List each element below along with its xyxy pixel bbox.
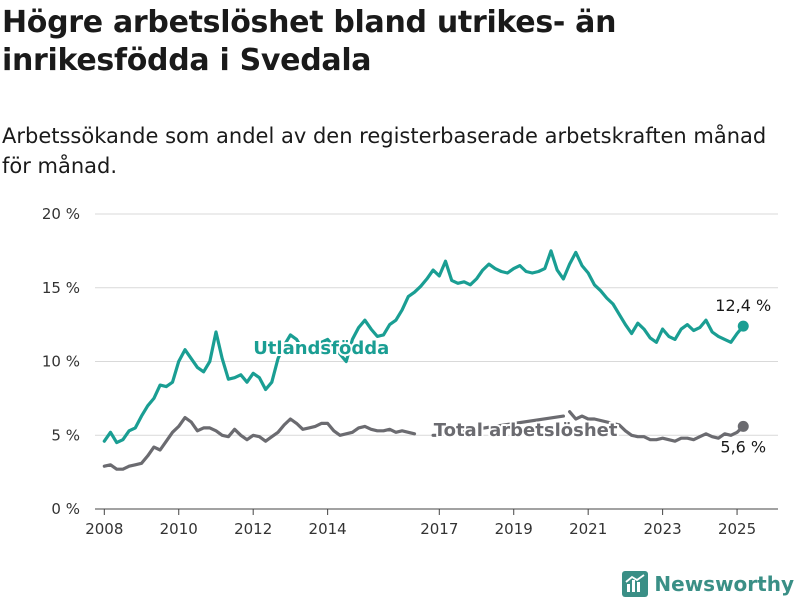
chart-subtitle: Arbetssökande som andel av den registerb… bbox=[2, 124, 767, 178]
line-chart: 0 % 5 % 10 % 15 % 20 % 2008 2010 2012 2014 2017 20… bbox=[42, 205, 778, 538]
y-tick-label: 20 % bbox=[42, 205, 80, 223]
y-tick-label: 15 % bbox=[42, 279, 80, 297]
series-label-utlandsfodda: Utlandsfödda bbox=[253, 338, 389, 359]
chart-title: Högre arbetslöshet bland utrikes- än inr… bbox=[2, 5, 617, 78]
brand-name: Newsworthy bbox=[654, 572, 794, 596]
utlandsfodda-series-line bbox=[102, 249, 745, 445]
y-tick-label: 0 % bbox=[51, 500, 80, 518]
y-tick-label: 10 % bbox=[42, 353, 80, 371]
total-series-line bbox=[102, 410, 745, 471]
newsworthy-logo-icon bbox=[622, 571, 649, 597]
series-label-total: Total arbetslöshet bbox=[434, 420, 618, 441]
x-tick-label: 2021 bbox=[569, 520, 607, 538]
x-tick-label: 2017 bbox=[420, 520, 458, 538]
x-tick-label: 2019 bbox=[495, 520, 533, 538]
total-end-point bbox=[737, 420, 749, 432]
utlandsfodda-end-point bbox=[737, 320, 749, 332]
x-tick-label: 2014 bbox=[309, 520, 347, 538]
x-tick-label: 2010 bbox=[160, 520, 198, 538]
x-tick-label: 2023 bbox=[644, 520, 682, 538]
x-tick-label: 2012 bbox=[234, 520, 272, 538]
end-label-utlandsfodda: 12,4 % bbox=[715, 296, 771, 315]
y-tick-label: 5 % bbox=[51, 426, 80, 444]
brand-footer: Newsworthy bbox=[622, 570, 794, 598]
x-tick-label: 2025 bbox=[718, 520, 756, 538]
end-label-total: 5,6 % bbox=[720, 437, 766, 456]
x-tick-label: 2008 bbox=[85, 520, 123, 538]
